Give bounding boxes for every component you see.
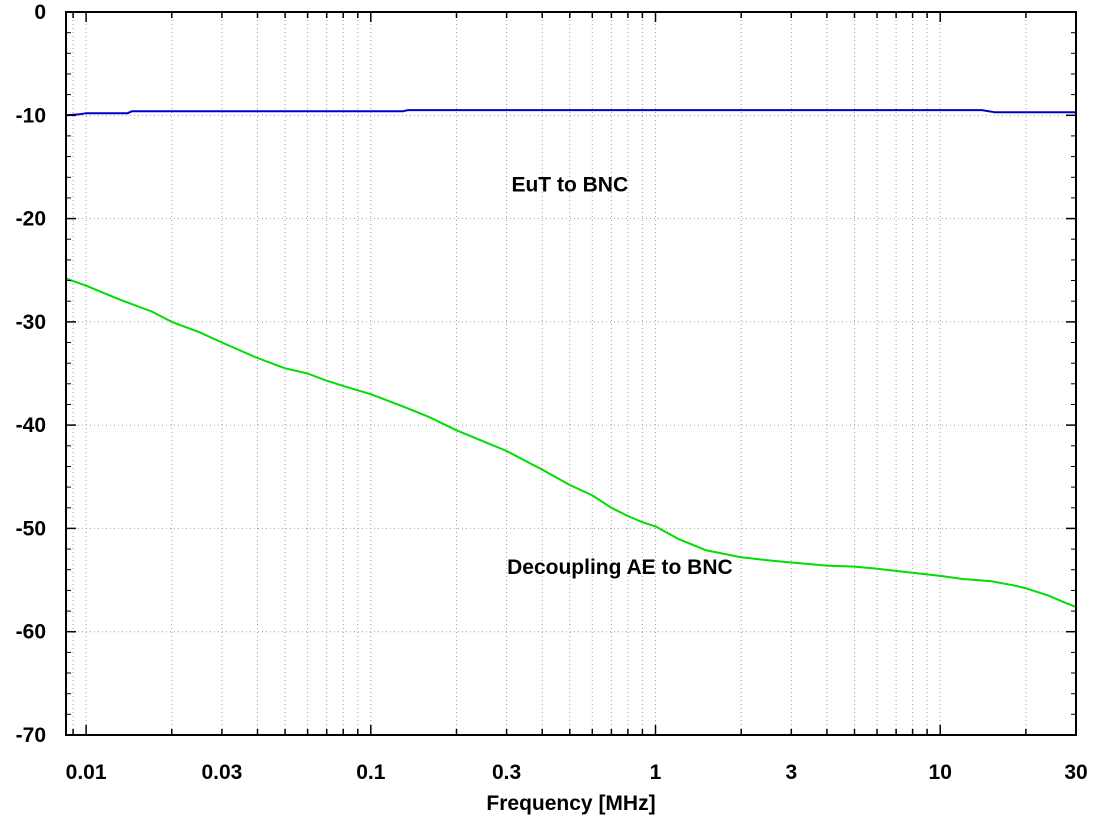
y-tick-label: -50 [16, 517, 46, 540]
ticks-layer [66, 11, 1076, 736]
x-tick-label: 1 [650, 761, 662, 784]
y-tick-label: -10 [16, 104, 46, 127]
y-tick-label: -70 [16, 724, 46, 747]
x-tick-label: 0.3 [492, 761, 521, 784]
x-tick-label: 0.1 [356, 761, 386, 784]
y-tick-label: -40 [16, 414, 46, 437]
grid-minor-x [72, 12, 1027, 735]
y-tick-label: -60 [16, 621, 46, 644]
series-layer [65, 109, 1077, 608]
annotations: EuT to BNC Decoupling AE to BNC [507, 174, 733, 579]
x-tick-label: 0.01 [66, 761, 107, 784]
y-tick-labels: 0 -10 -20 -30 -40 -50 -60 -70 [16, 1, 46, 747]
annotation-decoupling-ae-to-bnc: Decoupling AE to BNC [507, 556, 733, 579]
y-tick-label: -30 [16, 311, 46, 334]
x-tick-label: 3 [785, 761, 797, 784]
series-line-eut-to-bnc [65, 109, 1076, 117]
x-tick-label: 30 [1064, 761, 1087, 784]
x-axis-title: Frequency [MHz] [486, 792, 655, 815]
y-tick-label: -20 [16, 208, 46, 231]
y-tick-label: 0 [34, 1, 46, 24]
annotation-eut-to-bnc: EuT to BNC [511, 174, 628, 197]
x-tick-label: 0.03 [201, 761, 242, 784]
x-tick-labels: 0.01 0.03 0.1 0.3 1 3 10 30 [66, 761, 1088, 784]
series-line-decoupling-ae-to-bnc [65, 277, 1077, 608]
x-tick-label: 10 [929, 761, 952, 784]
plot-frame [65, 11, 1077, 736]
plot-background [66, 12, 1076, 735]
